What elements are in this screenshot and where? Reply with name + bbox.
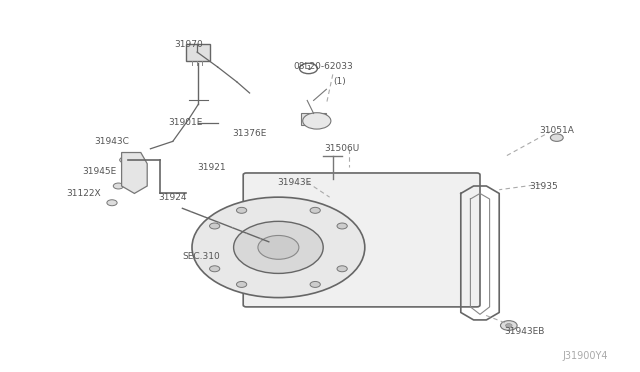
- Circle shape: [300, 63, 317, 74]
- FancyBboxPatch shape: [301, 113, 326, 125]
- Circle shape: [337, 266, 348, 272]
- Circle shape: [310, 207, 321, 213]
- Text: J31900Y4: J31900Y4: [563, 351, 608, 361]
- Circle shape: [113, 183, 124, 189]
- FancyBboxPatch shape: [186, 44, 210, 61]
- Circle shape: [234, 221, 323, 273]
- Circle shape: [550, 134, 563, 141]
- Circle shape: [209, 266, 220, 272]
- Text: 31945E: 31945E: [82, 167, 116, 176]
- Text: (1): (1): [333, 77, 346, 86]
- Text: 31924: 31924: [159, 193, 187, 202]
- Circle shape: [500, 321, 517, 330]
- Text: 31943EB: 31943EB: [504, 327, 545, 336]
- Circle shape: [337, 223, 348, 229]
- Text: 31901E: 31901E: [168, 118, 203, 127]
- Circle shape: [236, 282, 246, 288]
- Text: 31943E: 31943E: [277, 178, 312, 187]
- Circle shape: [310, 282, 321, 288]
- FancyBboxPatch shape: [243, 173, 480, 307]
- Text: 1: 1: [306, 65, 311, 71]
- Circle shape: [258, 235, 299, 259]
- Circle shape: [237, 207, 247, 213]
- Text: 31376E: 31376E: [232, 129, 267, 138]
- Circle shape: [303, 113, 331, 129]
- Text: SEC.310: SEC.310: [183, 252, 220, 261]
- Polygon shape: [122, 153, 147, 193]
- Circle shape: [192, 197, 365, 298]
- Text: 08L20-62033: 08L20-62033: [293, 62, 353, 71]
- Circle shape: [506, 324, 512, 327]
- Text: 31970: 31970: [175, 40, 203, 49]
- Circle shape: [107, 200, 117, 206]
- Text: 31051A: 31051A: [540, 126, 574, 135]
- Text: 31921: 31921: [197, 163, 225, 172]
- Circle shape: [209, 223, 220, 229]
- Text: 31943C: 31943C: [95, 137, 129, 146]
- Circle shape: [120, 157, 130, 163]
- Text: 31935: 31935: [530, 182, 558, 190]
- Text: 31506U: 31506U: [324, 144, 360, 153]
- Text: 31122X: 31122X: [66, 189, 100, 198]
